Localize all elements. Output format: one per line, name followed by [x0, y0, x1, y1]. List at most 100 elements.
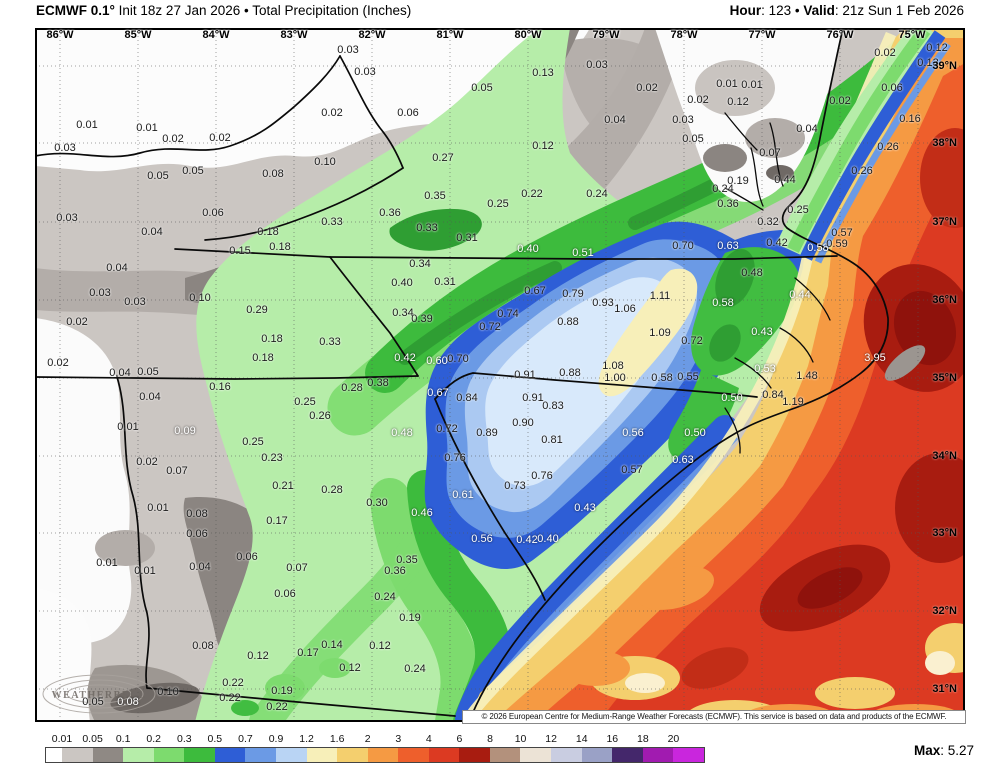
- precip-value: 0.72: [681, 335, 703, 347]
- precip-value: 0.01: [76, 119, 98, 131]
- precip-value: 0.08: [192, 640, 214, 652]
- precip-value: 0.23: [261, 452, 283, 464]
- precip-value: 0.79: [562, 288, 584, 300]
- max-value-readout: Max: 5.27: [914, 743, 974, 758]
- precip-value: 0.12: [727, 96, 749, 108]
- colorbar-tick-label: 0.1: [115, 733, 131, 745]
- copyright-notice: © 2026 European Centre for Medium-Range …: [462, 710, 966, 724]
- precip-value: 0.04: [189, 561, 211, 573]
- colorbar-chip: [459, 748, 490, 762]
- precip-value: 0.18: [269, 241, 291, 253]
- precip-value: 0.03: [337, 44, 359, 56]
- precip-value: 1.11: [649, 290, 671, 302]
- precip-value: 0.44: [774, 174, 796, 186]
- precip-value: 0.88: [557, 316, 579, 328]
- precip-value: 0.18: [257, 226, 279, 238]
- colorbar-tick-label: 8: [487, 733, 493, 745]
- precip-value: 0.50: [684, 427, 706, 439]
- model-name: ECMWF 0.1°: [36, 3, 115, 18]
- precip-value: 0.93: [592, 297, 614, 309]
- precip-value: 0.57: [621, 464, 643, 476]
- colorbar-tick-label: 0.7: [238, 733, 253, 745]
- lat-tick-label: 37°N: [932, 216, 957, 228]
- colorbar-tick-label: 0.5: [207, 733, 223, 745]
- precip-value: 0.26: [877, 141, 899, 153]
- precip-value: 0.40: [537, 533, 559, 545]
- precip-value: 0.10: [157, 686, 179, 698]
- precip-value: 0.84: [456, 392, 478, 404]
- colorbar-chip: [612, 748, 643, 762]
- hour-label: Hour: [729, 3, 762, 18]
- precip-value: 0.01: [134, 565, 156, 577]
- valid-time-readout: Hour: 123 • Valid: 21z Sun 1 Feb 2026: [730, 3, 964, 18]
- precip-value: 0.24: [374, 591, 396, 603]
- precip-value: 0.24: [586, 188, 608, 200]
- precip-value: 0.22: [222, 677, 244, 689]
- precip-value: 0.09: [174, 425, 196, 437]
- precip-value: 0.91: [514, 369, 536, 381]
- precip-value: 0.48: [391, 427, 413, 439]
- precip-value: 0.39: [411, 313, 433, 325]
- colorbar-chip: [46, 748, 62, 762]
- precip-value: 0.12: [339, 662, 361, 674]
- precip-value: 0.01: [716, 78, 738, 90]
- precip-value: 0.58: [651, 372, 673, 384]
- precip-value: 0.26: [309, 410, 331, 422]
- precip-value: 0.61: [452, 489, 474, 501]
- lat-tick-label: 34°N: [932, 450, 957, 462]
- precip-value: 0.08: [117, 696, 139, 708]
- lon-tick-label: 86°W: [46, 29, 74, 41]
- precip-value: 0.33: [416, 222, 438, 234]
- precip-value: 0.35: [396, 554, 418, 566]
- precip-value: 0.36: [379, 207, 401, 219]
- precip-value: 1.48: [796, 370, 818, 382]
- colorbar-chip: [398, 748, 429, 762]
- precip-value: 0.01: [147, 502, 169, 514]
- precip-value: 0.06: [186, 528, 208, 540]
- precip-value: 0.25: [242, 436, 264, 448]
- precip-value: 0.02: [136, 456, 158, 468]
- precip-value: 0.51: [572, 247, 594, 259]
- precip-value: 0.15: [229, 245, 251, 257]
- precip-value: 0.43: [751, 326, 773, 338]
- precip-value: 0.16: [209, 381, 231, 393]
- precip-value: 0.02: [66, 316, 88, 328]
- precip-value: 0.02: [209, 132, 231, 144]
- precip-value: 0.18: [261, 333, 283, 345]
- precip-value: 0.74: [497, 308, 519, 320]
- colorbar-tick-label: 4: [425, 733, 432, 745]
- precip-value: 0.03: [354, 66, 376, 78]
- precip-value: 0.03: [124, 296, 146, 308]
- precip-value: 0.63: [672, 454, 694, 466]
- precip-value: 0.56: [471, 533, 493, 545]
- precip-value: 0.43: [574, 502, 596, 514]
- precip-value: 0.22: [521, 188, 543, 200]
- chart-title: ECMWF 0.1° Init 18z 27 Jan 2026 • Total …: [36, 3, 411, 18]
- precip-value: 0.10: [189, 292, 211, 304]
- precip-value: 0.01: [96, 557, 118, 569]
- precip-value: 0.04: [141, 226, 163, 238]
- colorbar-tick-label: 20: [667, 733, 680, 745]
- precip-value: 0.28: [341, 382, 363, 394]
- precip-value: 0.40: [391, 277, 413, 289]
- lat-tick-label: 35°N: [932, 372, 957, 384]
- precip-value: 3.95: [864, 352, 886, 364]
- precip-value: 0.91: [522, 392, 544, 404]
- colorbar-chip: [642, 748, 674, 762]
- precip-value: 0.63: [717, 240, 739, 252]
- precip-value: 0.19: [399, 612, 421, 624]
- precip-value: 0.03: [586, 59, 608, 71]
- colorbar-chip: [214, 748, 246, 762]
- precip-value: 0.25: [487, 198, 509, 210]
- precip-value: 0.12: [369, 640, 391, 652]
- precip-value: 1.08: [602, 360, 624, 372]
- precip-value: 0.36: [384, 565, 406, 577]
- colorbar-tick-label: 12: [545, 733, 557, 745]
- precip-value: 0.28: [321, 484, 343, 496]
- precip-value: 0.24: [404, 663, 426, 675]
- colorbar-chip: [520, 748, 551, 762]
- colorbar-tick-label: 0.01: [51, 733, 73, 745]
- precip-value: 0.25: [787, 204, 809, 216]
- precip-value: 0.76: [444, 452, 466, 464]
